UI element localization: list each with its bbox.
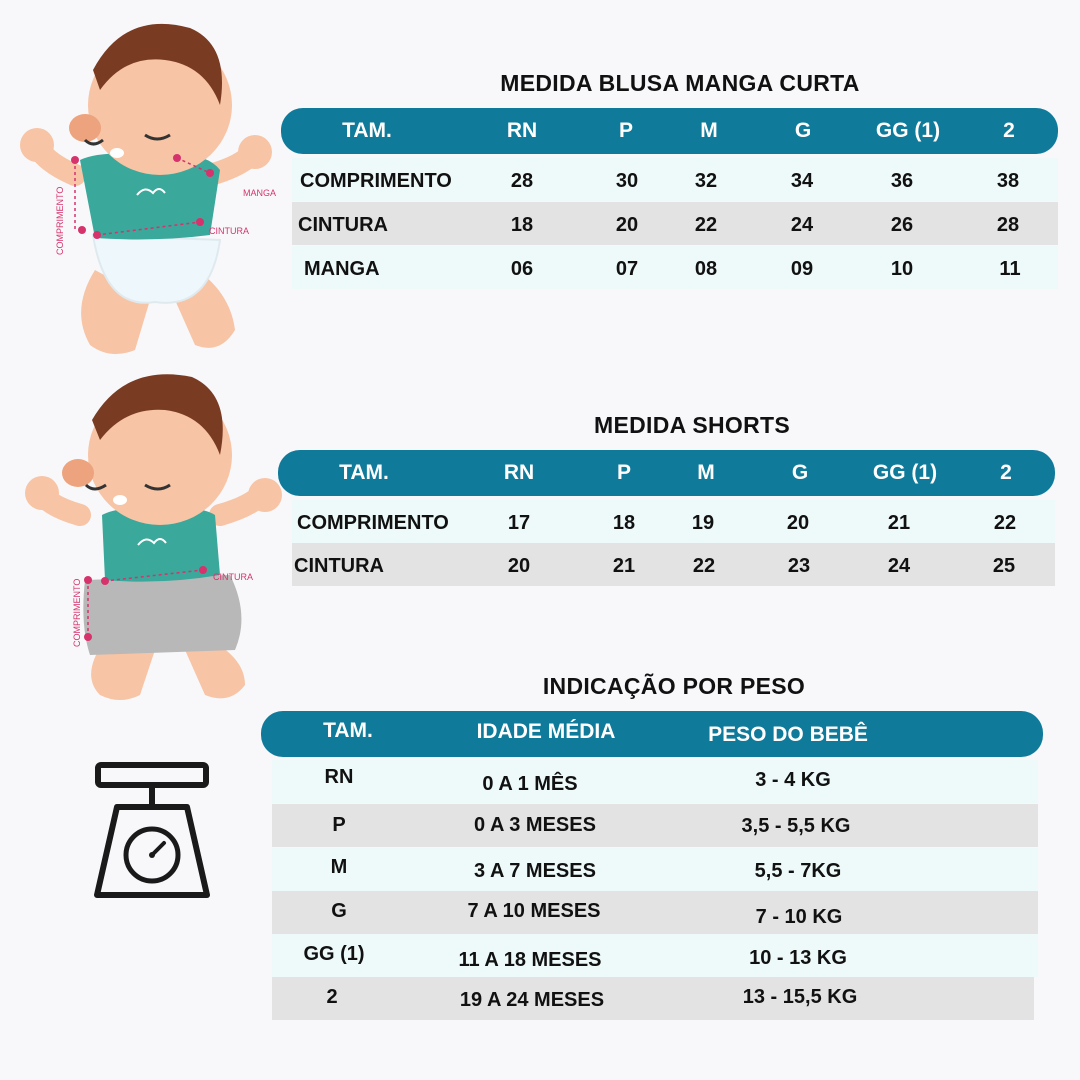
- blusa-header-row: TAM. RN P M G GG (1) 2: [281, 108, 1058, 154]
- value-p: 20: [615, 214, 639, 236]
- peso-row-g: G 7 A 10 MESES 7 - 10 KG: [272, 891, 1038, 934]
- value-m: 22: [694, 214, 718, 236]
- shorts-header-row: TAM. RN P M G GG (1) 2: [278, 450, 1055, 496]
- baby-shorts-illustration: COMPRIMENTO CINTURA: [25, 374, 282, 700]
- value-p: 21: [612, 555, 636, 577]
- peso-row-gg: GG (1) 11 A 18 MESES 10 - 13 KG: [272, 934, 1038, 977]
- label-comprimento-1: COMPRIMENTO: [55, 187, 65, 255]
- shorts-row-cintura: CINTURA 20 21 22 23 24 25: [292, 543, 1055, 586]
- value-m: 32: [694, 170, 718, 192]
- peso-title: INDICAÇÃO POR PESO: [542, 673, 806, 699]
- blusa-row-cintura: CINTURA 18 20 22 24 26 28: [292, 202, 1058, 245]
- value-g: 34: [790, 170, 814, 192]
- age: 11 A 18 MESES: [458, 949, 602, 971]
- blusa-row-comprimento: COMPRIMENTO 28 30 32 34 36 38: [292, 158, 1058, 201]
- peso-header-tam: TAM.: [323, 719, 373, 742]
- peso-header-idade: IDADE MÉDIA: [476, 720, 616, 743]
- value-m: 22: [692, 555, 716, 577]
- value-gg: 24: [887, 555, 911, 577]
- peso-row-2: 2 19 A 24 MESES 13 - 15,5 KG: [272, 977, 1034, 1020]
- size: M: [330, 856, 348, 878]
- size: P: [332, 814, 346, 836]
- blusa-title: MEDIDA BLUSA MANGA CURTA: [500, 70, 860, 96]
- age: 0 A 1 MÊS: [482, 773, 578, 795]
- blusa-header-2: 2: [1003, 119, 1015, 142]
- peso-row-p: P 0 A 3 MESES 3,5 - 5,5 KG: [272, 804, 1038, 847]
- value-rn: 28: [510, 170, 534, 192]
- value-2: 11: [999, 258, 1021, 280]
- blusa-header-g: G: [794, 119, 812, 142]
- blusa-row-manga: MANGA 06 07 08 09 10 11: [292, 246, 1058, 289]
- label-cintura-1: CINTURA: [209, 226, 249, 236]
- label-manga-1: MANGA: [243, 188, 276, 198]
- weight: 13 - 15,5 KG: [742, 986, 858, 1008]
- shorts-header-p: P: [616, 461, 632, 484]
- shorts-header-rn: RN: [503, 461, 535, 484]
- shorts-header-gg: GG (1): [872, 461, 938, 484]
- value-rn: 06: [510, 258, 534, 280]
- value-rn: 18: [510, 214, 534, 236]
- size: RN: [324, 766, 354, 788]
- shorts-header-m: M: [697, 461, 715, 484]
- weight: 7 - 10 KG: [755, 906, 843, 928]
- weight: 3,5 - 5,5 KG: [741, 815, 851, 837]
- shorts-row-comprimento: COMPRIMENTO 17 18 19 20 21 22: [292, 500, 1055, 543]
- value-g: 20: [786, 512, 810, 534]
- label-cintura-2: CINTURA: [213, 572, 253, 582]
- value-2: 22: [993, 512, 1017, 534]
- value-g: 24: [790, 214, 814, 236]
- blusa-header-rn: RN: [506, 119, 538, 142]
- age: 19 A 24 MESES: [459, 989, 605, 1011]
- row-label: COMPRIMENTO: [297, 512, 449, 534]
- value-p: 18: [612, 512, 636, 534]
- weight: 5,5 - 7KG: [754, 860, 842, 882]
- value-gg: 26: [890, 214, 914, 236]
- shorts-header-2: 2: [1000, 461, 1012, 484]
- blusa-header-tam: TAM.: [342, 119, 392, 142]
- peso-row-m: M 3 A 7 MESES 5,5 - 7KG: [272, 848, 1038, 891]
- row-label: MANGA: [304, 258, 380, 280]
- value-p: 07: [615, 258, 639, 280]
- value-gg: 10: [890, 258, 914, 280]
- row-label: CINTURA: [294, 555, 384, 577]
- age: 0 A 3 MESES: [474, 814, 596, 836]
- weight: 10 - 13 KG: [749, 947, 847, 969]
- size: GG (1): [303, 943, 365, 965]
- value-m: 08: [694, 258, 718, 280]
- value-2: 25: [992, 555, 1016, 577]
- row-label: COMPRIMENTO: [300, 170, 452, 192]
- age: 7 A 10 MESES: [467, 900, 601, 922]
- value-2: 28: [996, 214, 1020, 236]
- value-gg: 21: [887, 512, 911, 534]
- scale-icon: [94, 762, 210, 898]
- shorts-header-g: G: [791, 461, 809, 484]
- value-g: 09: [790, 258, 814, 280]
- peso-header-peso: PESO DO BEBÊ: [708, 723, 868, 746]
- value-gg: 36: [890, 170, 914, 192]
- weight: 3 - 4 KG: [755, 769, 831, 791]
- size: 2: [326, 986, 338, 1008]
- value-g: 23: [787, 555, 811, 577]
- peso-header-row: TAM. IDADE MÉDIA PESO DO BEBÊ: [261, 711, 1043, 757]
- value-p: 30: [615, 170, 639, 192]
- baby-shirt-illustration: COMPRIMENTO MANGA CINTURA: [20, 23, 276, 354]
- value-2: 38: [996, 170, 1020, 192]
- shorts-header-tam: TAM.: [339, 461, 389, 484]
- value-rn: 20: [507, 555, 531, 577]
- shorts-title: MEDIDA SHORTS: [594, 412, 790, 438]
- row-label: CINTURA: [298, 214, 388, 236]
- age: 3 A 7 MESES: [474, 860, 596, 882]
- value-rn: 17: [507, 512, 531, 534]
- blusa-header-gg: GG (1): [875, 119, 941, 142]
- value-m: 19: [691, 512, 715, 534]
- size: G: [331, 900, 347, 922]
- label-comprimento-2: COMPRIMENTO: [72, 579, 82, 647]
- peso-row-rn: RN 0 A 1 MÊS 3 - 4 KG: [272, 760, 1038, 803]
- blusa-header-p: P: [618, 119, 634, 142]
- blusa-header-m: M: [700, 119, 718, 142]
